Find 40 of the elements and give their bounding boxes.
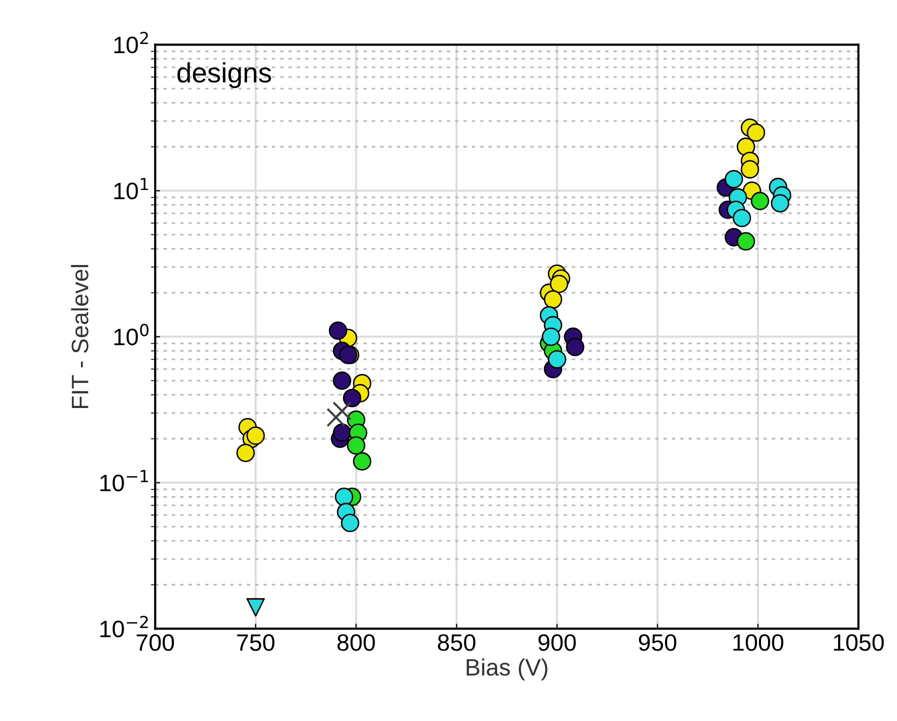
- point: [246, 426, 265, 445]
- y-tick-label: 10$^{0}$: [114, 324, 148, 346]
- point: [746, 123, 766, 142]
- x-tick-label: 750: [237, 634, 274, 651]
- x-tick-label: 950: [638, 634, 676, 651]
- point: [332, 401, 352, 421]
- point: [770, 194, 790, 212]
- point: [246, 598, 265, 617]
- x-tick-label: 850: [438, 634, 476, 651]
- point: [566, 338, 584, 356]
- point: [544, 290, 562, 309]
- x-tick-label: 900: [538, 634, 576, 651]
- point: [236, 444, 255, 462]
- x-tick-label: 1000: [734, 634, 784, 651]
- point: [328, 321, 348, 340]
- point: [550, 274, 568, 294]
- point: [750, 192, 770, 210]
- y-axis-title: FIT - Sealevel: [71, 265, 88, 408]
- point: [346, 436, 366, 455]
- x-tick-label: 1050: [834, 634, 884, 651]
- point: [352, 452, 372, 471]
- point: [326, 408, 346, 427]
- point: [340, 514, 360, 532]
- point: [332, 424, 352, 442]
- y-tick-label: 10$^{1}$: [114, 178, 148, 200]
- point: [548, 350, 566, 369]
- point: [724, 170, 744, 188]
- point: [736, 232, 756, 251]
- x-axis-title: Bias (V): [466, 658, 548, 680]
- point: [740, 160, 760, 179]
- y-tick-label: 10$^{2}$: [114, 32, 148, 54]
- point: [342, 388, 362, 408]
- point: [732, 208, 752, 228]
- y-tick-label: 10$^{−1}$: [100, 470, 148, 492]
- annotation: designs: [177, 62, 272, 88]
- point: [332, 371, 352, 390]
- point: [334, 488, 354, 506]
- point: [736, 138, 756, 156]
- point: [542, 328, 560, 346]
- x-tick-label: 800: [337, 634, 375, 651]
